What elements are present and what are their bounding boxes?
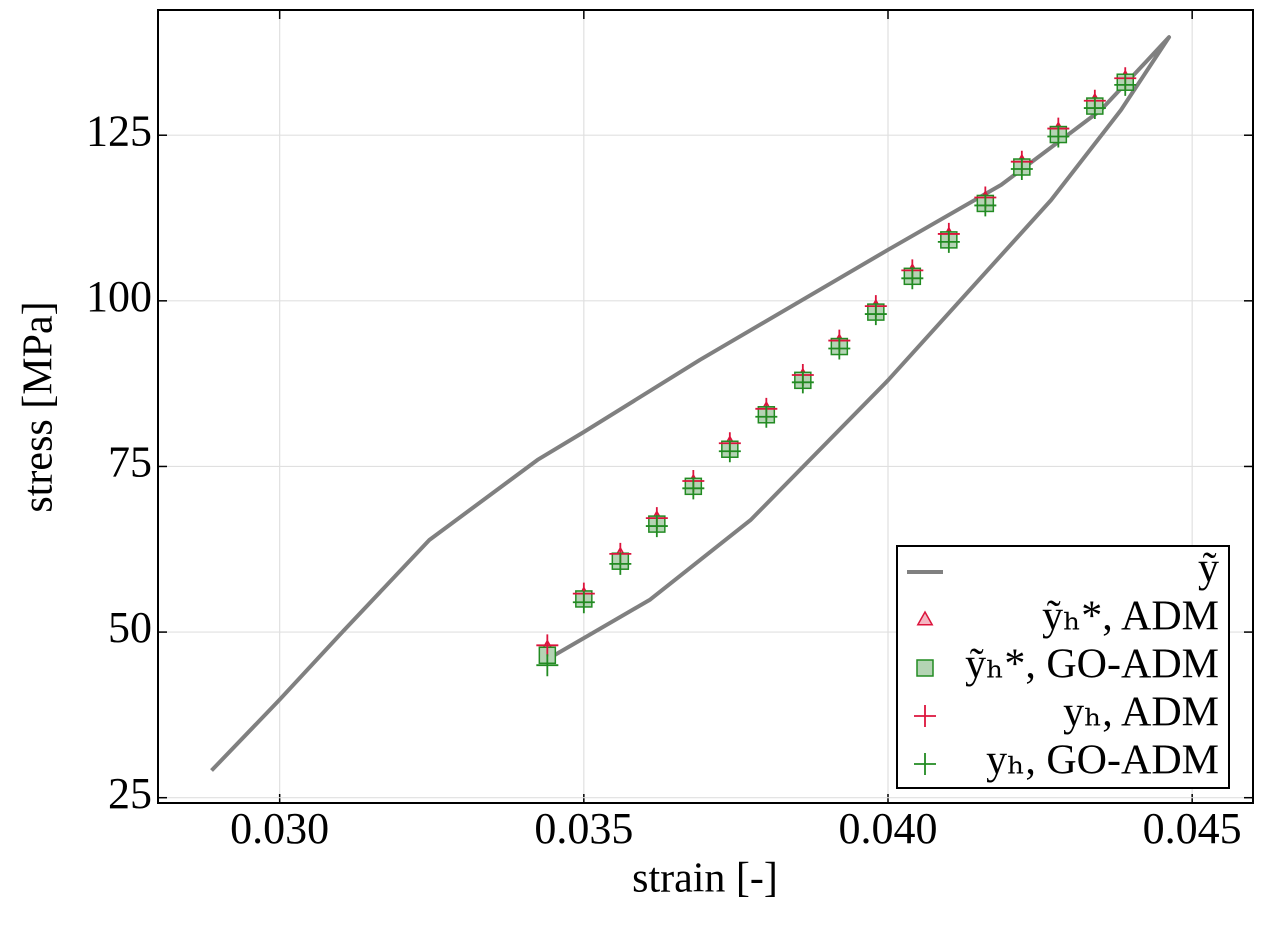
x-axis-label: strain [-] (632, 856, 778, 902)
plus-marker (572, 591, 595, 614)
x-tick-label: 0.045 (1143, 804, 1242, 853)
legend-marker (916, 610, 934, 626)
plus-marker (791, 371, 814, 394)
line (210, 35, 1172, 772)
legend-label: ỹₕ*, ADM (1042, 594, 1219, 640)
plus-marker (828, 337, 851, 360)
x-tick-label: 0.040 (839, 804, 938, 853)
plus-marker (1083, 97, 1106, 120)
plus-marker (536, 654, 559, 677)
plus-marker (718, 440, 741, 463)
plus-marker (536, 634, 559, 657)
plus-marker (937, 230, 960, 253)
plus-marker (901, 267, 924, 290)
legend-label: yₕ, ADM (1063, 690, 1219, 736)
legend-label: ỹₕ*, GO-ADM (965, 642, 1219, 688)
legend-box (896, 545, 1230, 789)
y-tick-label: 125 (86, 106, 152, 155)
plus-marker (1010, 157, 1033, 180)
legend-marker (914, 753, 936, 775)
plus-marker (645, 515, 668, 538)
plus-marker (609, 552, 632, 575)
plus-marker (682, 477, 705, 500)
legend-label: yₕ, GO-ADM (986, 738, 1219, 784)
plot-area (210, 35, 1172, 772)
plot-frame (157, 9, 1254, 804)
plus-marker (864, 303, 887, 326)
x-tick-label: 0.035 (534, 804, 633, 853)
y-tick-label: 50 (108, 603, 152, 652)
plus-marker (755, 405, 778, 428)
y-axis-label: stress [MPa] (16, 301, 62, 512)
legend-label: ỹ (1198, 546, 1219, 592)
plus-marker (1114, 73, 1137, 96)
y-tick-label: 75 (108, 438, 152, 487)
y-tick-label: 100 (86, 272, 152, 321)
plus-marker (974, 194, 997, 217)
legend-marker (916, 659, 934, 677)
plus-marker (1047, 125, 1070, 148)
y-tick-label: 25 (108, 769, 152, 818)
legend-marker (914, 705, 936, 727)
x-tick-label: 0.030 (230, 804, 329, 853)
